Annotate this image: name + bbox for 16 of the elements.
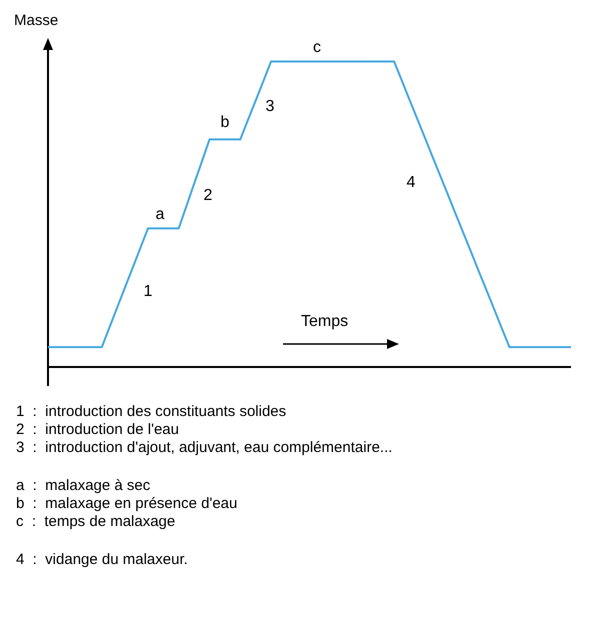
- text: 2 : introduction de l'eau: [16, 421, 180, 439]
- text: a : malaxage à sec: [16, 477, 152, 495]
- annotation: a: [156, 206, 164, 224]
- text: 3 : introduction d'ajout, adjuvant, eau complémentaire...: [16, 439, 392, 457]
- annotation: b: [220, 114, 230, 132]
- text: b : malaxage en présence d'eau: [16, 495, 238, 513]
- text: 4 : vidange du malaxeur.: [16, 551, 189, 569]
- x-axis-title: Temps: [301, 313, 348, 331]
- text: 1 : introduction des constituants solides: [16, 403, 288, 421]
- y-axis-title: Masse: [14, 12, 58, 29]
- text: c: [313, 39, 321, 57]
- text: c : temps de malaxage: [16, 513, 176, 531]
- annotation: 4: [406, 174, 416, 192]
- annotation: 3: [266, 98, 274, 116]
- annotation: 1: [144, 283, 152, 301]
- annotation: 2: [204, 187, 212, 205]
